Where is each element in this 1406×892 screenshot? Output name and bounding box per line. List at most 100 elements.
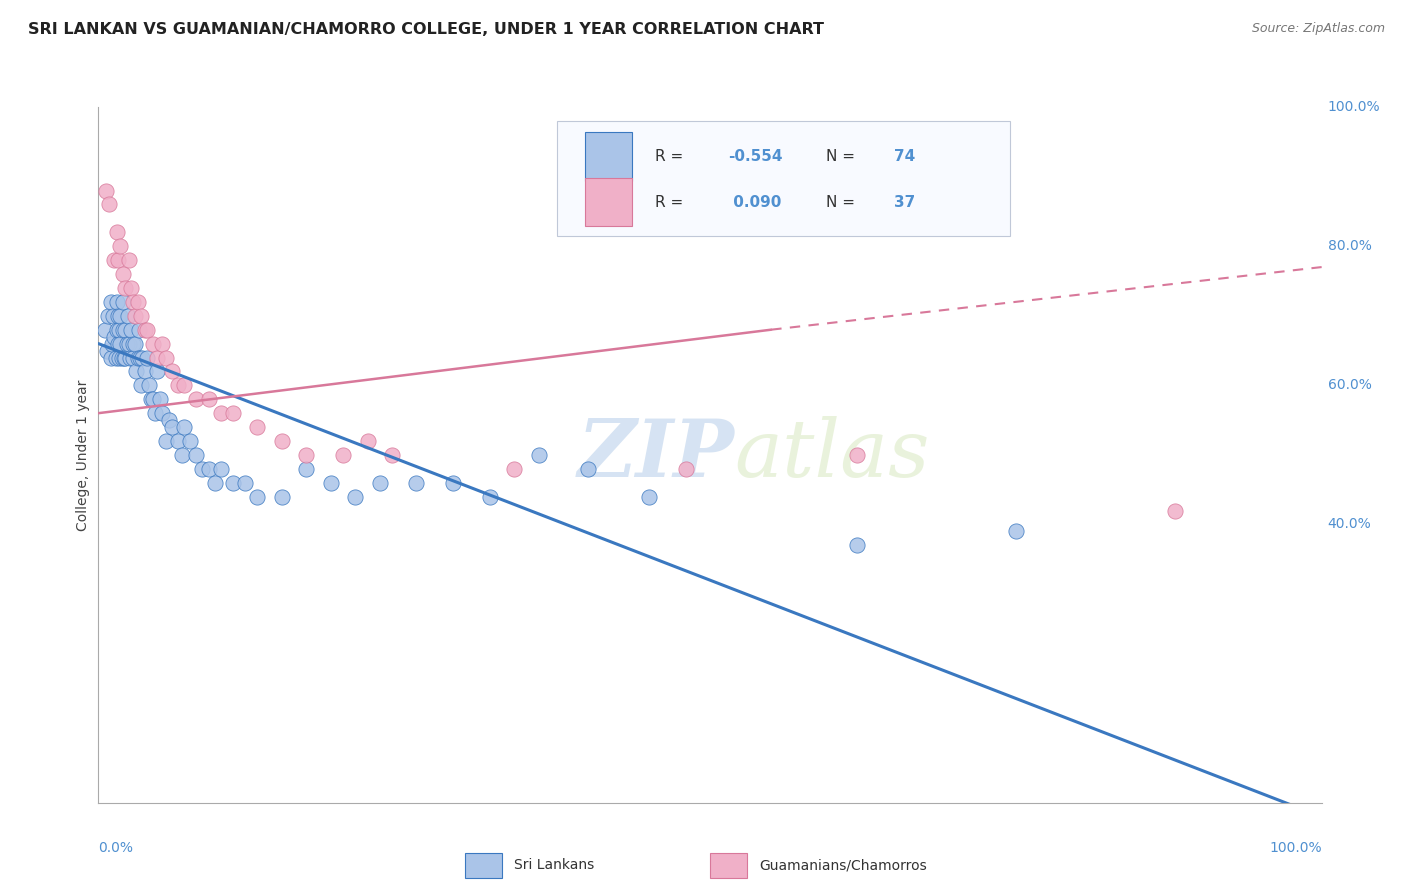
Point: [124, 309, 146, 323]
Point: [576, 462, 599, 476]
Point: [138, 378, 160, 392]
Point: [246, 490, 269, 504]
Point: [186, 392, 208, 407]
Text: Guamanians/Chamorros: Guamanians/Chamorros: [759, 858, 927, 872]
Point: [120, 351, 142, 365]
Point: [845, 448, 868, 462]
Point: [136, 323, 159, 337]
Text: R =: R =: [655, 194, 688, 210]
Point: [167, 378, 190, 392]
FancyBboxPatch shape: [585, 178, 631, 227]
Point: [104, 351, 127, 365]
Point: [204, 475, 226, 490]
Point: [108, 323, 131, 337]
Point: [124, 336, 146, 351]
Point: [270, 490, 294, 504]
Text: atlas: atlas: [734, 417, 929, 493]
Point: [111, 267, 134, 281]
Point: [94, 184, 117, 198]
Point: [142, 336, 165, 351]
Point: [155, 351, 177, 365]
Point: [146, 364, 169, 378]
Point: [120, 323, 142, 337]
Point: [222, 475, 245, 490]
Point: [160, 420, 183, 434]
Point: [143, 406, 166, 420]
Point: [100, 351, 122, 365]
Text: 80.0%: 80.0%: [1327, 239, 1372, 253]
Text: 0.090: 0.090: [728, 194, 782, 210]
Point: [527, 448, 550, 462]
Point: [344, 490, 367, 504]
Point: [332, 448, 354, 462]
Point: [96, 343, 118, 358]
Point: [503, 462, 526, 476]
Point: [146, 351, 169, 365]
Point: [100, 294, 122, 309]
Point: [105, 323, 128, 337]
Point: [129, 378, 152, 392]
Text: 40.0%: 40.0%: [1327, 517, 1371, 532]
Point: [295, 448, 318, 462]
Y-axis label: College, Under 1 year: College, Under 1 year: [76, 379, 90, 531]
Point: [121, 336, 143, 351]
Point: [637, 490, 661, 504]
Point: [128, 323, 150, 337]
Point: [101, 309, 124, 323]
Point: [134, 364, 156, 378]
Point: [233, 475, 256, 490]
Point: [127, 351, 149, 365]
Point: [173, 378, 195, 392]
Point: [845, 538, 868, 552]
Point: [129, 309, 152, 323]
Text: Source: ZipAtlas.com: Source: ZipAtlas.com: [1251, 22, 1385, 36]
Point: [150, 336, 173, 351]
Point: [97, 309, 120, 323]
Point: [197, 462, 219, 476]
Point: [103, 329, 125, 343]
Text: 0.0%: 0.0%: [98, 841, 134, 855]
Point: [149, 392, 172, 407]
Point: [1164, 503, 1187, 517]
Point: [131, 351, 153, 365]
Point: [675, 462, 697, 476]
Point: [98, 197, 121, 211]
Point: [136, 351, 159, 365]
Point: [270, 434, 294, 448]
Point: [114, 281, 136, 295]
Point: [107, 253, 129, 268]
Point: [114, 323, 136, 337]
Point: [186, 448, 208, 462]
Point: [118, 336, 141, 351]
Point: [142, 392, 165, 407]
Point: [127, 294, 149, 309]
Text: SRI LANKAN VS GUAMANIAN/CHAMORRO COLLEGE, UNDER 1 YEAR CORRELATION CHART: SRI LANKAN VS GUAMANIAN/CHAMORRO COLLEGE…: [28, 22, 824, 37]
Point: [121, 351, 143, 365]
Text: ZIP: ZIP: [578, 417, 734, 493]
Text: -0.554: -0.554: [728, 149, 783, 164]
Point: [134, 323, 156, 337]
Point: [111, 351, 134, 365]
Point: [319, 475, 342, 490]
Point: [118, 253, 141, 268]
Text: 60.0%: 60.0%: [1327, 378, 1372, 392]
Point: [121, 294, 143, 309]
Text: N =: N =: [827, 194, 860, 210]
Text: N =: N =: [827, 149, 860, 164]
Point: [170, 448, 193, 462]
Text: Sri Lankans: Sri Lankans: [515, 858, 595, 872]
Point: [129, 351, 152, 365]
FancyBboxPatch shape: [585, 132, 631, 181]
Point: [103, 253, 125, 268]
Point: [160, 364, 183, 378]
Point: [107, 336, 129, 351]
Point: [93, 323, 115, 337]
Point: [209, 406, 232, 420]
Point: [478, 490, 501, 504]
Point: [173, 420, 195, 434]
Point: [105, 225, 128, 239]
Point: [114, 351, 136, 365]
Point: [115, 336, 138, 351]
Point: [197, 392, 219, 407]
Point: [368, 475, 391, 490]
